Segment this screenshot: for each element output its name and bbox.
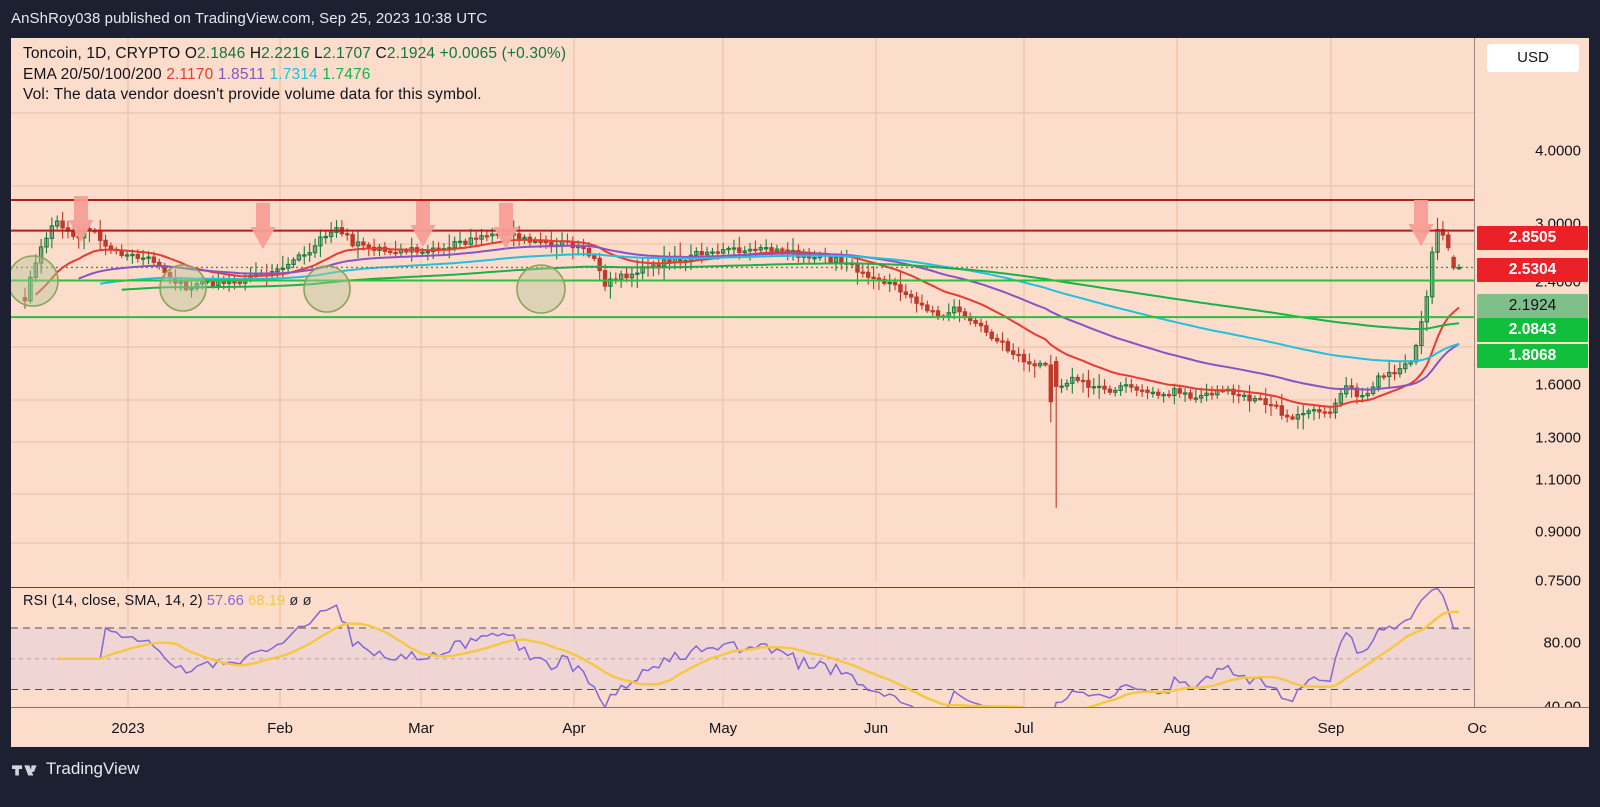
rsi-signal-line xyxy=(57,610,1460,707)
legend-close-label: C xyxy=(375,45,387,62)
tradingview-mark-icon xyxy=(12,765,37,776)
price-level-badge[interactable]: 2.5304 xyxy=(1477,258,1588,282)
rsi-line xyxy=(57,588,1460,707)
chart-container[interactable]: Toncoin, 1D, CRYPTO O2.1846 H2.2216 L2.1… xyxy=(11,38,1589,747)
rsi-legend: RSI (14, close, SMA, 14, 2) 57.66 68.19 … xyxy=(23,592,312,610)
time-axis-tick: Oc xyxy=(1467,720,1487,737)
price-level-badge[interactable]: 2.0843 xyxy=(1477,318,1588,342)
price-axis-tick: 4.0000 xyxy=(1535,142,1581,160)
rsi-legend-na-2: ø xyxy=(302,593,312,609)
legend-low-value: 2.1707 xyxy=(322,45,372,62)
legend-low-label: L xyxy=(313,45,323,62)
chart-legend: Toncoin, 1D, CRYPTO O2.1846 H2.2216 L2.1… xyxy=(23,44,566,106)
price-pane[interactable]: Toncoin, 1D, CRYPTO O2.1846 H2.2216 L2.1… xyxy=(11,38,1474,581)
price-axis-tick: 0.7500 xyxy=(1535,572,1581,590)
legend-ema100-value: 1.7314 xyxy=(269,65,318,83)
time-axis-tick: Jun xyxy=(863,720,889,737)
ema-100-line xyxy=(100,253,1460,363)
down-arrow-marker xyxy=(410,201,436,247)
price-chart-canvas xyxy=(11,38,1474,581)
rsi-legend-value: 57.66 xyxy=(206,593,244,609)
rsi-chart-canvas xyxy=(11,588,1474,707)
legend-volume-note: Vol: The data vendor doesn't provide vol… xyxy=(23,86,482,103)
legend-ema50-value: 1.8511 xyxy=(217,65,265,83)
time-axis-tick: Apr xyxy=(562,720,586,737)
tradingview-logo[interactable]: TradingView xyxy=(12,759,140,779)
down-arrow-marker xyxy=(1408,200,1434,246)
legend-high-value: 2.2216 xyxy=(261,45,310,62)
time-axis-tick: Mar xyxy=(408,720,434,737)
price-axis[interactable]: USD 4.0000 3.0000 2.4000 1.6000 1.3000 1.1000… xyxy=(1474,38,1589,716)
currency-badge[interactable]: USD xyxy=(1487,44,1579,72)
time-axis-tick: 2023 xyxy=(111,720,145,737)
down-arrow-marker xyxy=(493,203,519,249)
down-arrow-marker xyxy=(250,203,276,249)
legend-ema20-value: 2.1170 xyxy=(166,65,214,83)
price-axis-tick: 1.3000 xyxy=(1535,429,1581,447)
price-axis-tick: 80.00 xyxy=(1543,634,1581,652)
legend-high-label: H xyxy=(249,45,262,62)
circle-marker xyxy=(159,264,207,312)
circle-marker xyxy=(303,265,351,313)
pane-divider[interactable] xyxy=(11,581,1474,587)
legend-close-value: 2.1924 xyxy=(386,45,436,62)
legend-symbol: Toncoin, 1D, CRYPTO xyxy=(23,45,181,62)
time-axis[interactable]: 2023 Feb Mar Apr May Jun Jul Aug Sep Oc xyxy=(11,707,1589,747)
rsi-legend-signal: 68.19 xyxy=(248,593,286,609)
time-axis-tick: Feb xyxy=(267,720,293,737)
price-axis-tick: 1.1000 xyxy=(1535,471,1581,489)
price-level-badge[interactable]: 2.1924 xyxy=(1477,294,1588,318)
circle-marker xyxy=(516,264,566,314)
time-axis-tick: Aug xyxy=(1163,720,1191,737)
price-axis-tick: 0.9000 xyxy=(1535,523,1581,541)
time-axis-tick: May xyxy=(708,720,738,737)
legend-ema-title: EMA 20/50/100/200 xyxy=(23,65,162,83)
legend-change: +0.0065 xyxy=(439,45,498,62)
rsi-legend-na-1: ø xyxy=(289,593,299,609)
legend-ema-row[interactable]: EMA 20/50/100/200 2.1170 1.8511 1.7314 1… xyxy=(23,65,566,86)
ema-50-line xyxy=(78,244,1460,391)
legend-change-percent: (+0.30%) xyxy=(501,45,567,62)
rsi-legend-title: RSI (14, close, SMA, 14, 2) xyxy=(23,593,203,609)
circle-marker xyxy=(11,255,59,307)
footer-bar: TradingView xyxy=(0,747,1600,807)
rsi-pane[interactable]: RSI (14, close, SMA, 14, 2) 57.66 68.19 … xyxy=(11,587,1474,707)
price-level-badge[interactable]: 1.8068 xyxy=(1477,344,1588,368)
time-axis-tick: Sep xyxy=(1317,720,1345,737)
legend-ema200-value: 1.7476 xyxy=(322,65,371,83)
tradingview-wordmark: TradingView xyxy=(46,759,140,778)
price-axis-tick: 1.6000 xyxy=(1535,376,1581,394)
attribution-bar: AnShRoy038 published on TradingView.com,… xyxy=(0,0,1600,38)
down-arrow-marker xyxy=(68,196,94,242)
legend-open-label: O xyxy=(184,45,198,62)
legend-open-value: 2.1846 xyxy=(197,45,246,62)
price-level-badge[interactable]: 2.8505 xyxy=(1477,226,1588,250)
legend-ohlc-row: Toncoin, 1D, CRYPTO O2.1846 H2.2216 L2.1… xyxy=(23,44,566,65)
time-axis-tick: Jul xyxy=(1014,720,1034,737)
